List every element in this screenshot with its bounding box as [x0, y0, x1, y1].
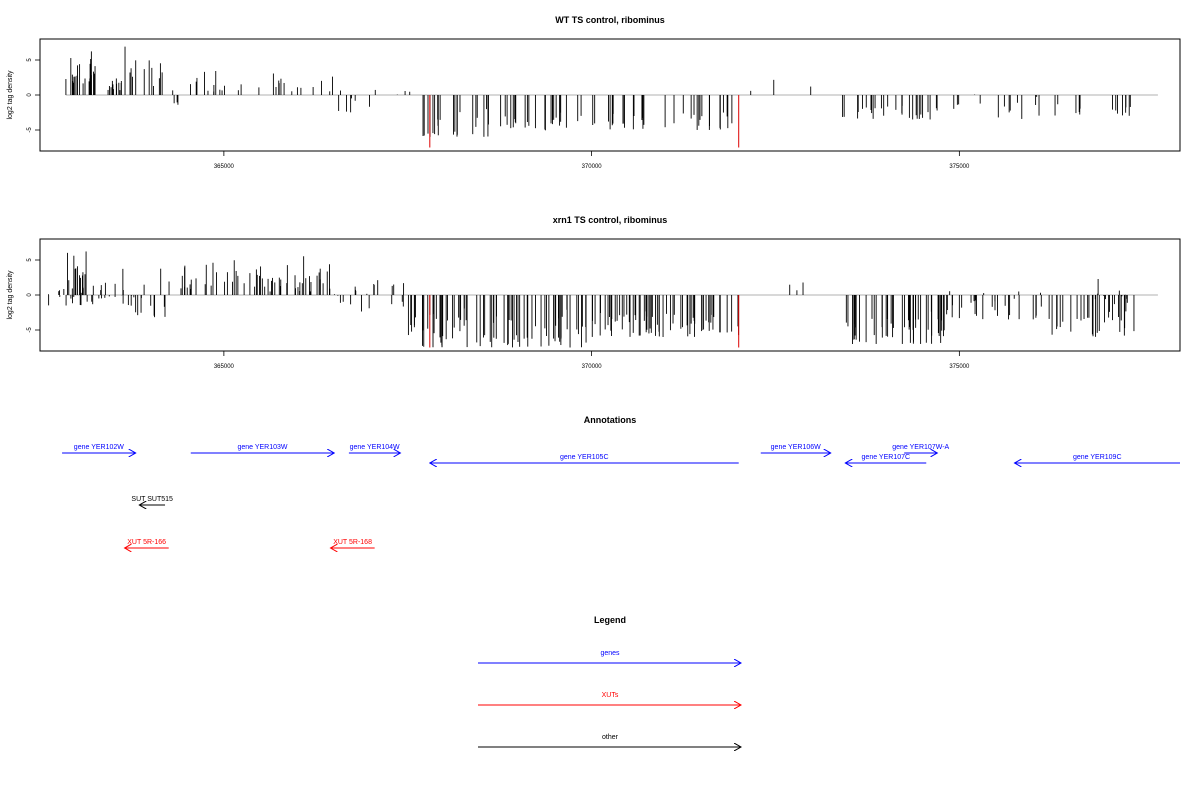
- legend-panel: Legend genes XUTs other: [478, 615, 741, 747]
- bars-xrn1: [48, 251, 1158, 348]
- feature-label: gene YER107C: [862, 454, 911, 461]
- bars-wt: [65, 46, 1158, 148]
- x-tick-label: 365000: [214, 164, 235, 170]
- legend-label: genes: [600, 650, 620, 657]
- feature-label: gene YER105C: [560, 454, 609, 461]
- y-tick-label: 0: [27, 93, 33, 97]
- legend-label: XUTs: [602, 692, 619, 699]
- feature-label: gene YER103W: [237, 444, 287, 451]
- x-tick-label: 375000: [949, 364, 970, 370]
- y-axis-label-xrn1: log2 tag density: [7, 270, 14, 320]
- axes-wt: 365000 370000 375000 5 0 -5: [27, 58, 970, 170]
- feature-label: gene YER102W: [74, 444, 124, 451]
- y-tick-label: -5: [27, 327, 33, 333]
- annotations-title: Annotations: [584, 415, 637, 425]
- y-tick-label: -5: [27, 127, 33, 133]
- legend-entries: genes XUTs other: [478, 650, 741, 747]
- y-tick-label: 5: [27, 58, 33, 62]
- y-axis-label-wt: log2 tag density: [7, 70, 14, 120]
- feature-label: gene YER107W-A: [892, 444, 949, 451]
- feature-label: XUT 5R-166: [127, 539, 166, 546]
- feature-label: gene YER104W: [350, 444, 400, 451]
- panel-wt: WT TS control, ribominus log2 tag densit…: [7, 15, 1181, 170]
- annotation-features: gene YER102W gene YER103W gene YER104W gene…: [62, 444, 1180, 548]
- panel-title-xrn1: xrn1 TS control, ribominus: [553, 215, 668, 225]
- x-tick-label: 375000: [949, 164, 970, 170]
- feature-label: XUT 5R-168: [333, 539, 372, 546]
- y-tick-label: 0: [27, 293, 33, 297]
- panel-title-wt: WT TS control, ribominus: [555, 15, 665, 25]
- axes-xrn1: 365000 370000 375000 5 0 -5: [27, 258, 970, 370]
- panel-xrn1: xrn1 TS control, ribominus log2 tag dens…: [7, 215, 1181, 370]
- feature-label: SUT SUT515: [131, 496, 173, 503]
- legend-label: other: [602, 734, 619, 741]
- x-tick-label: 370000: [582, 364, 603, 370]
- feature-label: gene YER106W: [771, 444, 821, 451]
- feature-label: gene YER109C: [1073, 454, 1122, 461]
- legend-title: Legend: [594, 615, 626, 625]
- x-tick-label: 365000: [214, 364, 235, 370]
- annotations-panel: Annotations gene YER102W gene YER103W gene…: [62, 415, 1180, 548]
- y-tick-label: 5: [27, 258, 33, 262]
- x-tick-label: 370000: [582, 164, 603, 170]
